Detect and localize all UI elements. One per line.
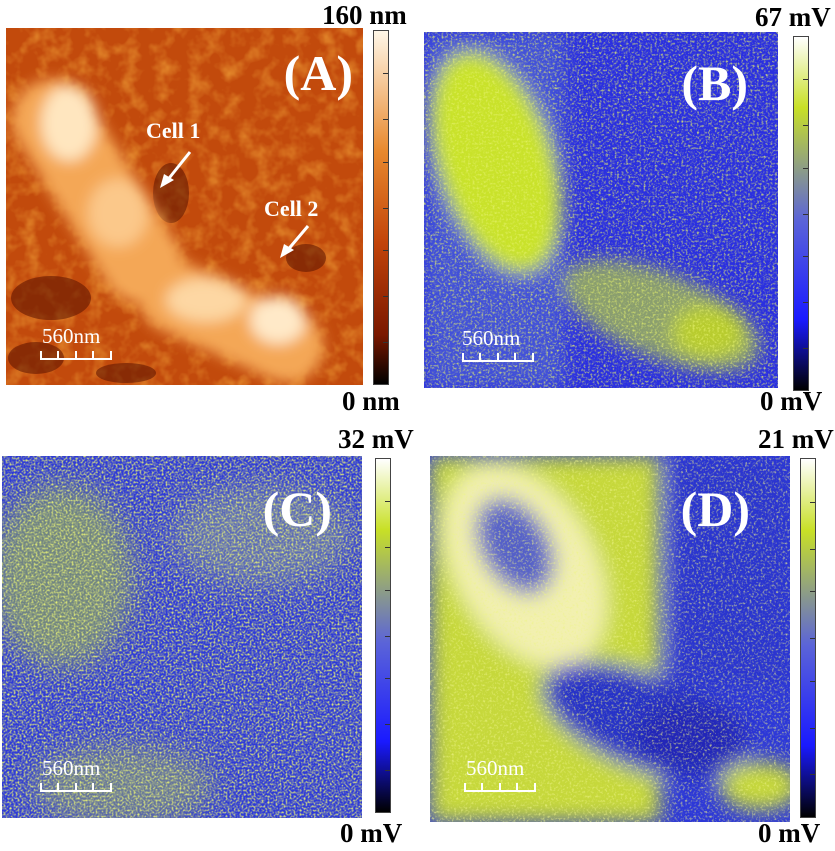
panel-a-colorbar-max: 160 nm	[322, 0, 407, 30]
panel-a-scale-bar	[40, 346, 112, 360]
panel-c-scale-label: 560nm	[42, 756, 101, 780]
cell-1-label: Cell 1	[146, 118, 201, 143]
panel-c-colorbar-min: 0 mV	[340, 818, 403, 848]
panel-c-label: (C)	[262, 481, 332, 537]
panel-a-scale-label: 560nm	[42, 324, 101, 348]
panel-a-colorbar-min: 0 nm	[342, 386, 400, 416]
panel-d-scale-label: 560nm	[466, 756, 525, 780]
panel-b-colorbar-max: 67 mV	[755, 2, 831, 32]
panel-a-topography-image: (A) Cell 1 Cell 2 560nm	[6, 28, 363, 385]
panel-b-potential-image: (B) 560nm	[424, 32, 778, 388]
panel-d-colorbar-max: 21 mV	[758, 424, 834, 454]
panel-b-label: (B)	[681, 55, 748, 111]
panel-a-colorbar	[373, 30, 389, 385]
panel-b-scale-label: 560nm	[462, 326, 521, 350]
panel-b-colorbar-min: 0 mV	[760, 386, 823, 416]
panel-c-colorbar-max: 32 mV	[338, 424, 414, 454]
cell-2-label: Cell 2	[264, 196, 319, 221]
panel-d-colorbar	[800, 458, 816, 818]
panel-d-colorbar-min: 0 mV	[758, 818, 821, 848]
panel-b-scale-bar	[462, 348, 534, 362]
panel-c-colorbar	[375, 458, 391, 813]
cell-2-arrow	[280, 225, 310, 258]
panel-c-scale-bar	[40, 778, 112, 792]
panel-d-scale-bar	[464, 778, 536, 792]
panel-b-colorbar	[793, 36, 809, 391]
panel-a-label: (A)	[283, 45, 353, 101]
panel-c-potential-image: (C) 560nm	[2, 456, 362, 818]
panel-d-label: (D)	[680, 481, 750, 537]
cell-1-arrow	[160, 151, 192, 188]
panel-d-potential-image: (D) 560nm	[430, 456, 790, 822]
